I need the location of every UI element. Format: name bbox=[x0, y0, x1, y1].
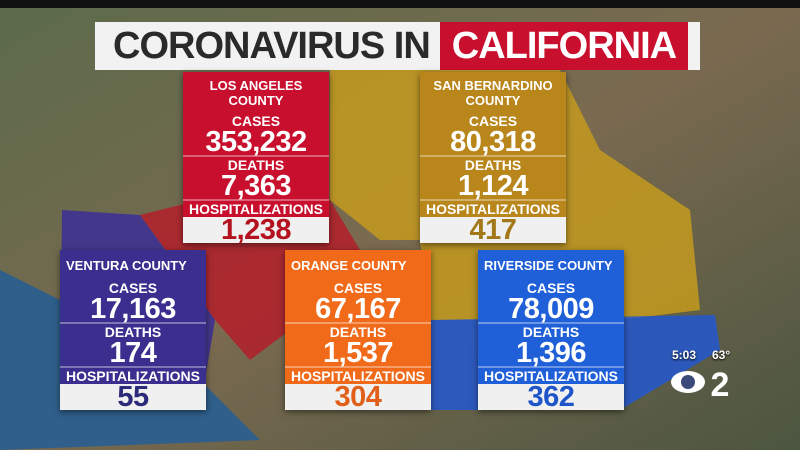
county-name: ORANGE COUNTY bbox=[285, 250, 431, 280]
stat-label: HOSPITALIZATIONS bbox=[478, 368, 624, 384]
temperature: 63° bbox=[712, 348, 731, 362]
stat-label: HOSPITALIZATIONS bbox=[285, 368, 431, 384]
county-card: LOS ANGELES COUNTY CASES 353,232 DEATHS 7,36… bbox=[183, 72, 329, 245]
stat-label: HOSPITALIZATIONS bbox=[420, 201, 566, 217]
county-card: SAN BERNARDINO COUNTY CASES 80,318 DEATHS 1,… bbox=[420, 72, 566, 245]
stat-value: 80,318 bbox=[420, 128, 566, 157]
county-card: RIVERSIDE COUNTY CASES 78,009 DEATHS 1,396 HO… bbox=[478, 250, 624, 412]
channel-logo: 2 bbox=[671, 366, 730, 404]
stat-value: 353,232 bbox=[183, 128, 329, 157]
stat-value: 17,163 bbox=[60, 295, 206, 324]
stat-label: DEATHS bbox=[285, 324, 431, 340]
stat-label: CASES bbox=[285, 280, 431, 296]
stat-value: 67,167 bbox=[285, 295, 431, 324]
title-bar: CORONAVIRUS IN CALIFORNIA bbox=[95, 22, 700, 70]
stat-value: 417 bbox=[420, 216, 566, 245]
stat-label: DEATHS bbox=[60, 324, 206, 340]
stat-label: DEATHS bbox=[420, 157, 566, 173]
stat-label: CASES bbox=[420, 113, 566, 129]
county-name: LOS ANGELES COUNTY bbox=[183, 72, 329, 113]
stat-value: 1,124 bbox=[420, 172, 566, 201]
clock: 5:03 bbox=[672, 348, 697, 362]
stat-label: DEATHS bbox=[478, 324, 624, 340]
stat-value: 1,238 bbox=[183, 216, 329, 245]
stat-value: 1,396 bbox=[478, 339, 624, 368]
stat-value: 362 bbox=[478, 383, 624, 412]
stat-label: CASES bbox=[60, 280, 206, 296]
stat-value: 304 bbox=[285, 383, 431, 412]
title-highlight: CALIFORNIA bbox=[439, 22, 689, 70]
county-card: VENTURA COUNTY CASES 17,163 DEATHS 174 HOSPIT… bbox=[60, 250, 206, 412]
stat-value: 1,537 bbox=[285, 339, 431, 368]
county-name: SAN BERNARDINO COUNTY bbox=[420, 72, 566, 113]
stat-value: 55 bbox=[60, 383, 206, 412]
stat-label: HOSPITALIZATIONS bbox=[60, 368, 206, 384]
stat-label: HOSPITALIZATIONS bbox=[183, 201, 329, 217]
stat-label: DEATHS bbox=[183, 157, 329, 173]
stat-value: 78,009 bbox=[478, 295, 624, 324]
channel-number: 2 bbox=[711, 366, 730, 404]
stat-value: 7,363 bbox=[183, 172, 329, 201]
county-card: ORANGE COUNTY CASES 67,167 DEATHS 1,537 HOSPI… bbox=[285, 250, 431, 412]
stat-label: CASES bbox=[183, 113, 329, 129]
county-name: VENTURA COUNTY bbox=[60, 250, 206, 280]
stat-value: 174 bbox=[60, 339, 206, 368]
county-name: RIVERSIDE COUNTY bbox=[478, 250, 624, 280]
stat-label: CASES bbox=[478, 280, 624, 296]
title-lead: CORONAVIRUS IN bbox=[113, 24, 431, 67]
